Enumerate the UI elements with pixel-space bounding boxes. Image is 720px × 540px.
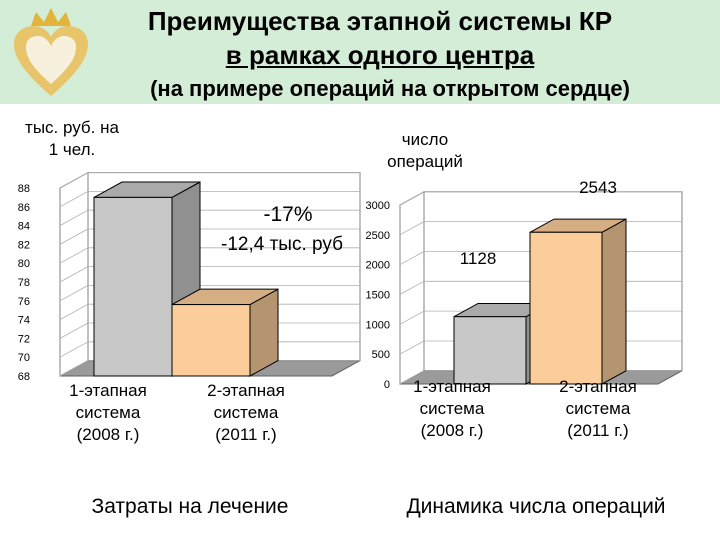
gridline-diag xyxy=(59,322,89,339)
data-label: 2543 xyxy=(579,178,617,197)
y-axis-label-line: число xyxy=(402,130,448,149)
category-label-line: система xyxy=(214,403,279,422)
bar xyxy=(529,231,603,385)
y-tick-label: 500 xyxy=(372,349,390,361)
y-axis-label-line: 1 чел. xyxy=(49,140,96,159)
y-tick-label: 72 xyxy=(18,333,30,345)
category-label-line: система xyxy=(420,399,485,418)
gridline-diag xyxy=(59,172,89,189)
y-axis-label-line: операций xyxy=(387,152,463,171)
chart-title: Затраты на лечение xyxy=(92,495,289,518)
gridline-diag xyxy=(59,285,89,302)
gridline-diag xyxy=(59,303,89,320)
category-label-line: система xyxy=(566,399,631,418)
bar xyxy=(453,316,527,385)
bar-side xyxy=(601,218,627,385)
category-label-line: (2011 г.) xyxy=(567,421,628,440)
gridline-diag xyxy=(399,370,425,385)
gridline-diag xyxy=(59,266,89,283)
category-label-line: система xyxy=(76,403,141,422)
y-tick-label: 68 xyxy=(18,371,30,383)
gridline-diag xyxy=(399,191,425,206)
y-tick-label: 76 xyxy=(18,296,30,308)
y-tick-label: 2500 xyxy=(366,230,390,242)
gridline-diag xyxy=(59,341,89,358)
percent-annotation: -17% xyxy=(263,203,312,226)
y-tick-label: 88 xyxy=(18,183,30,195)
y-tick-label: 78 xyxy=(18,277,30,289)
chart-title: Динамика числа операций xyxy=(406,495,665,518)
gridline-diag xyxy=(399,221,425,236)
category-label-line: 1-этапная xyxy=(69,381,147,400)
gridline-diag xyxy=(399,340,425,355)
y-tick-label: 80 xyxy=(18,258,30,270)
header-banner xyxy=(0,0,720,104)
y-tick-label: 1000 xyxy=(366,319,390,331)
bar xyxy=(171,304,251,377)
gridline-diag xyxy=(59,228,89,245)
y-tick-label: 3000 xyxy=(366,200,390,212)
category-label-line: (2008 г.) xyxy=(77,425,140,444)
y-tick-label: 84 xyxy=(18,221,30,233)
category-label-line: 2-этапная xyxy=(207,381,285,400)
category-label-line: (2011 г.) xyxy=(215,425,276,444)
bar xyxy=(93,196,173,377)
heart-crown-logo-icon xyxy=(14,8,88,96)
y-tick-label: 0 xyxy=(384,379,390,391)
gridline-diag xyxy=(399,280,425,295)
slide-title-line2: в рамках одного центра xyxy=(225,40,535,70)
y-axis-label-line: тыс. руб. на xyxy=(25,118,119,137)
y-tick-label: 2000 xyxy=(366,260,390,272)
category-label-line: (2008 г.) xyxy=(421,421,484,440)
y-tick-label: 82 xyxy=(18,239,30,251)
gridline-diag xyxy=(59,360,89,377)
slide-title-line3: (на примере операций на открытом сердце) xyxy=(150,76,630,101)
y-tick-label: 1500 xyxy=(366,290,390,302)
gridline-diag xyxy=(399,251,425,266)
y-tick-label: 74 xyxy=(18,315,30,327)
slide-title-line1: Преимущества этапной системы КР xyxy=(147,6,613,36)
gridline-diag xyxy=(59,191,89,208)
category-label-line: 2-этапная xyxy=(559,377,637,396)
gridline-diag xyxy=(59,209,89,226)
y-tick-label: 70 xyxy=(18,352,30,364)
gridline-diag xyxy=(59,247,89,264)
y-tick-label: 86 xyxy=(18,202,30,214)
data-label: 1128 xyxy=(460,249,497,268)
gridline-diag xyxy=(399,310,425,325)
category-label-line: 1-этапная xyxy=(413,377,491,396)
difference-annotation: -12,4 тыс. руб xyxy=(221,234,343,255)
